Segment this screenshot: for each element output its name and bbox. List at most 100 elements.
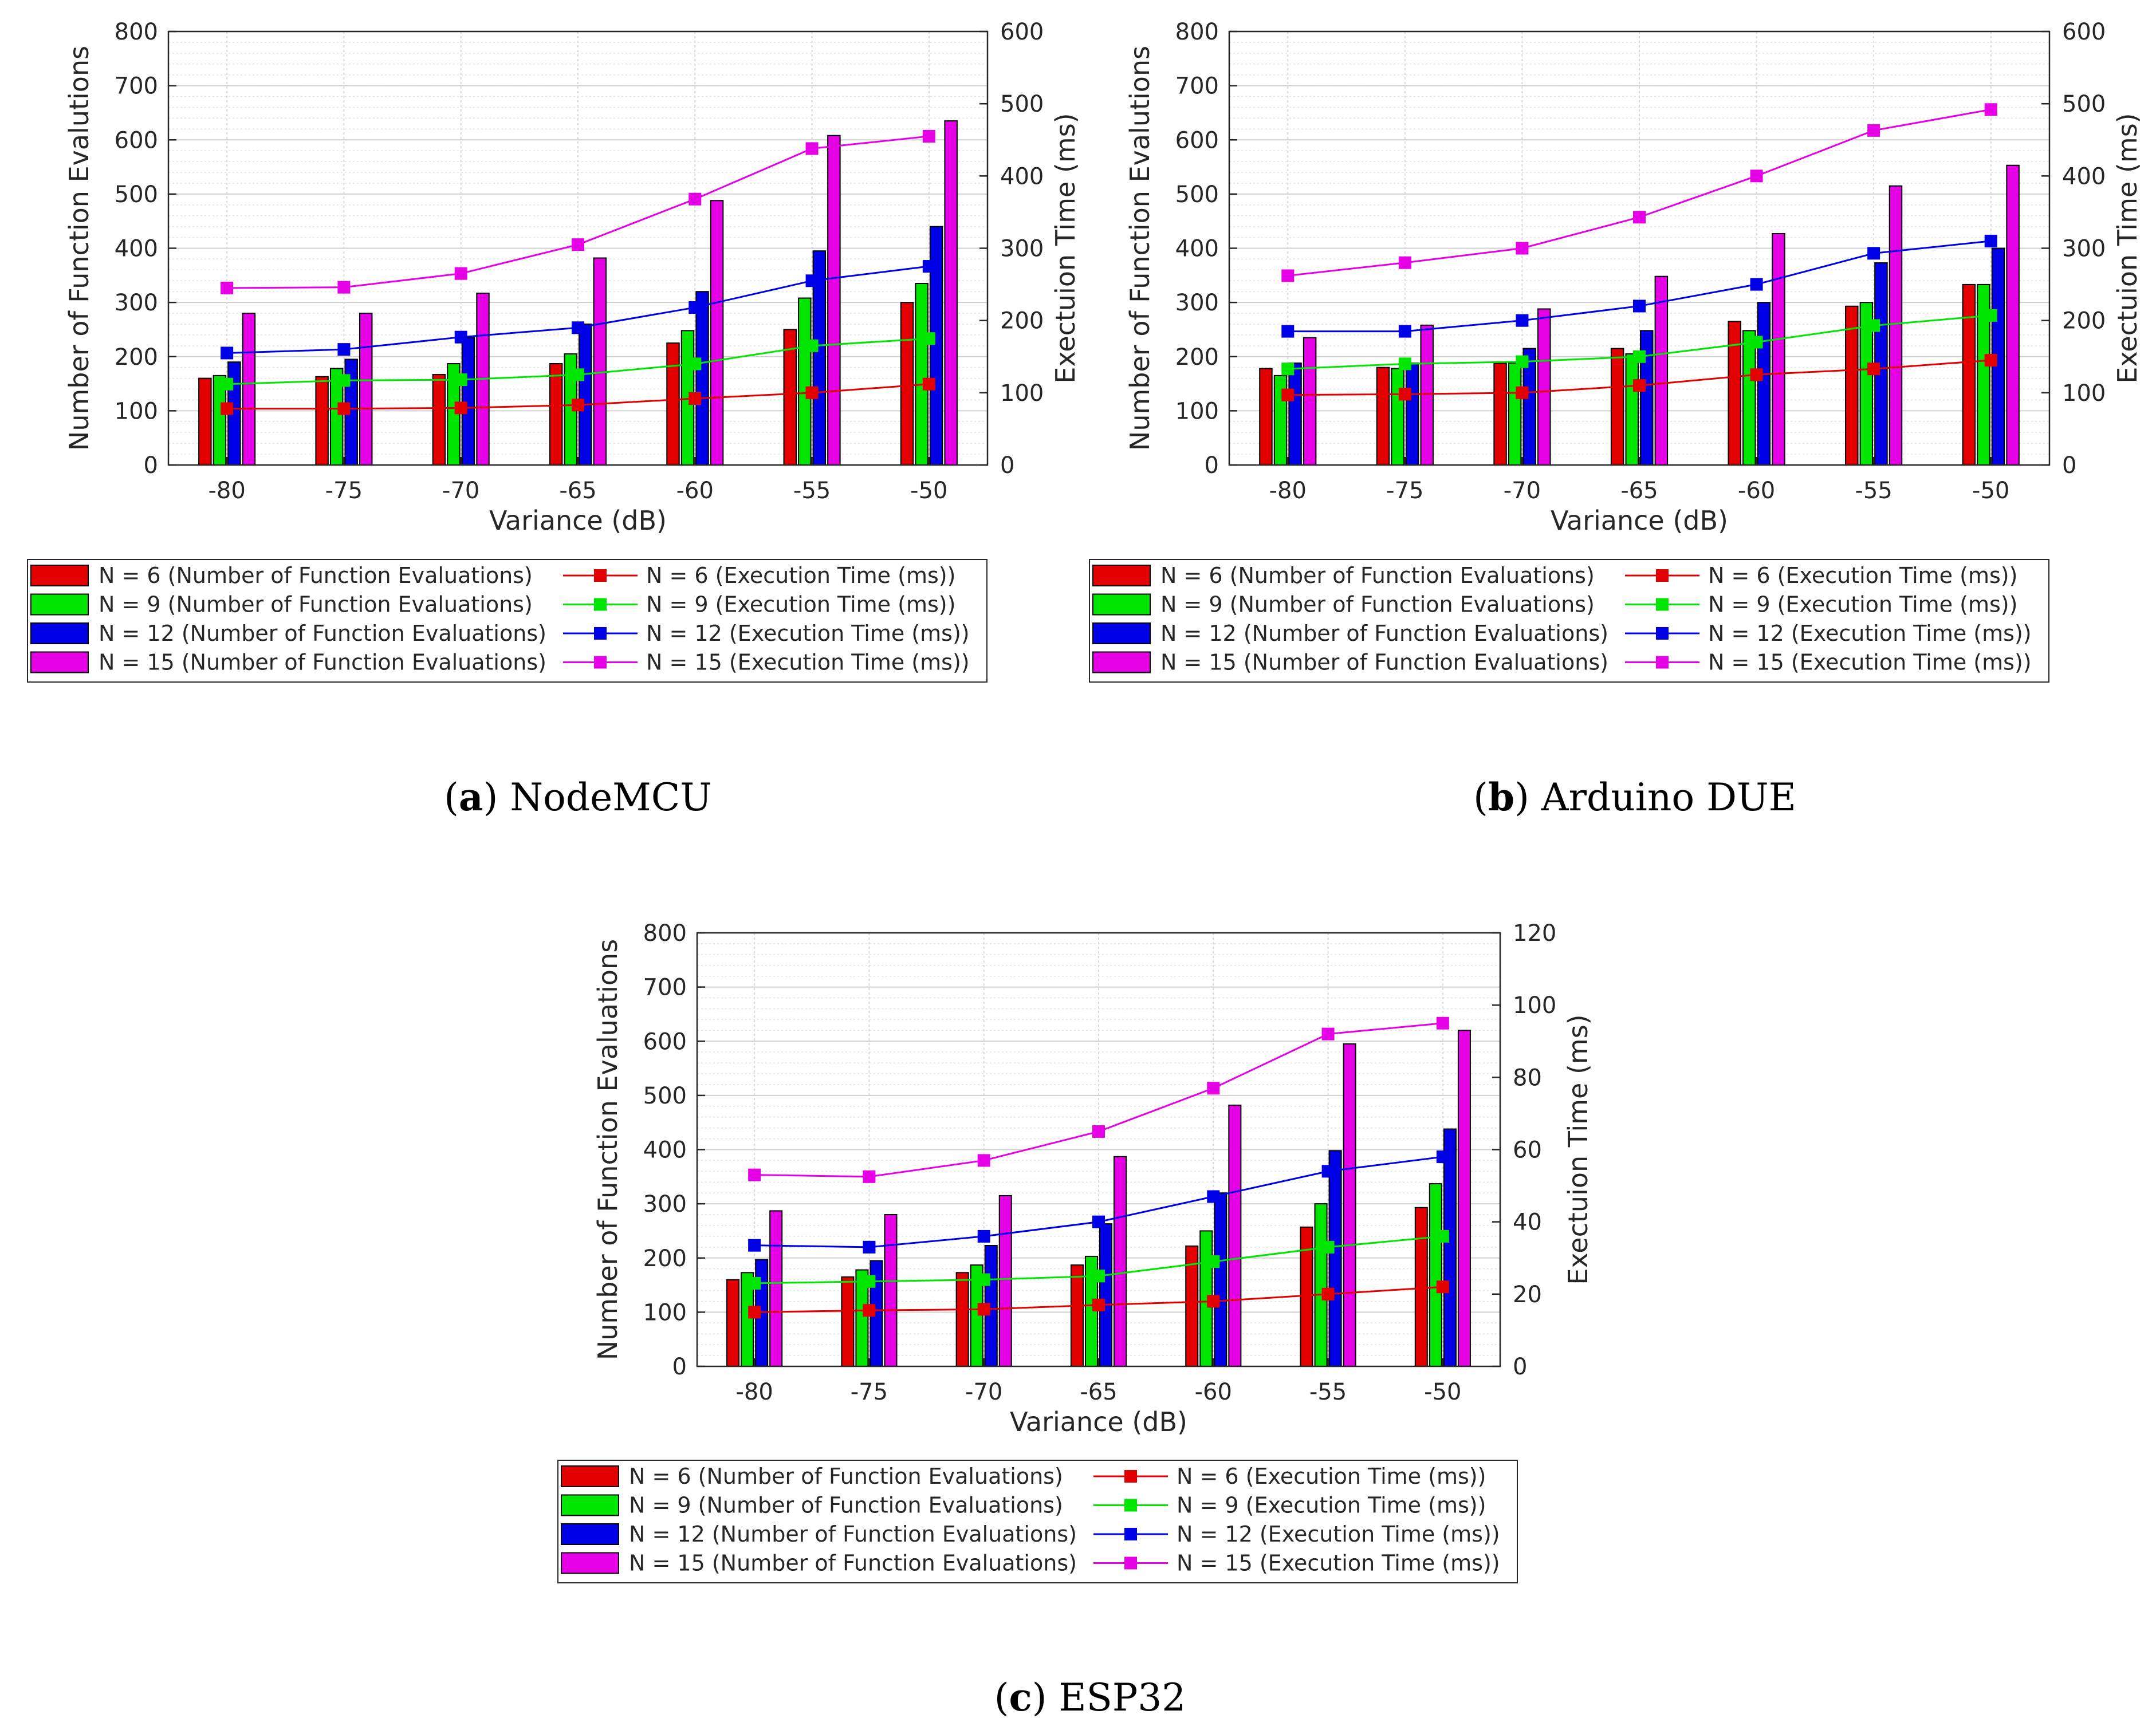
point-n12 <box>1867 247 1880 260</box>
bar-n6 <box>432 373 446 466</box>
point-n9 <box>748 1276 761 1290</box>
point-n12 <box>1436 1150 1449 1164</box>
point-n12 <box>688 301 702 314</box>
caption-text: ) Arduino DUE <box>1514 775 1796 819</box>
point-n15 <box>922 129 935 143</box>
point-n6 <box>1398 388 1411 401</box>
legend-label: N = 12 (Execution Time (ms)) <box>1708 621 2032 646</box>
legend-label: N = 12 (Number of Function Evaluations) <box>629 1522 1077 1547</box>
left-tick-label: 500 <box>115 182 158 208</box>
legend-swatch-n12 <box>1092 622 1151 644</box>
left-tick-label: 100 <box>115 398 158 424</box>
bar-n12 <box>579 323 592 466</box>
legend-box <box>27 559 987 683</box>
bar-n12 <box>1214 1192 1227 1367</box>
x-tick-label: -70 <box>965 1379 1002 1405</box>
bar-n6 <box>1728 321 1741 466</box>
bar-n6 <box>1414 1207 1428 1368</box>
left-tick-label: 100 <box>1175 398 1219 424</box>
point-n6 <box>922 377 935 391</box>
point-n12 <box>1207 1190 1220 1203</box>
bar-n6 <box>549 363 563 466</box>
legend-swatch-n12 <box>30 622 89 644</box>
right-tick-label: 60 <box>1513 1137 1542 1164</box>
point-n9 <box>1867 319 1880 332</box>
point-n15 <box>805 142 819 155</box>
legend-label: N = 9 (Number of Function Evaluations) <box>99 592 533 617</box>
point-n12 <box>454 330 467 344</box>
bar-n12 <box>461 337 475 466</box>
caption-text: ) NodeMCU <box>483 775 712 819</box>
left-axis-label: Number of Function Evalutions <box>64 46 95 451</box>
right-tick-label: 400 <box>1000 163 1044 190</box>
legend-box <box>1089 559 2049 683</box>
right-tick-label: 0 <box>2062 452 2076 479</box>
right-tick-label: 200 <box>2062 308 2106 334</box>
bar-n15 <box>359 313 373 466</box>
point-n12 <box>805 274 819 287</box>
point-n6 <box>1436 1280 1449 1294</box>
legend-label: N = 15 (Execution Time (ms)) <box>1708 650 2032 675</box>
point-n9 <box>337 374 351 387</box>
point-n6 <box>863 1304 876 1317</box>
legend-label: N = 6 (Number of Function Evaluations) <box>1160 563 1595 588</box>
legend-label: N = 15 (Number of Function Evaluations) <box>99 650 546 675</box>
left-tick-label: 100 <box>643 1299 687 1326</box>
left-tick-label: 600 <box>1175 127 1219 153</box>
point-n6 <box>688 392 702 405</box>
left-tick-label: 0 <box>144 452 158 479</box>
x-tick-label: -55 <box>793 478 831 504</box>
caption-key: c <box>1009 1675 1032 1720</box>
point-n12 <box>1516 314 1529 327</box>
x-tick-label: -50 <box>1972 478 2009 504</box>
right-axis-label: Exectuion Time (ms) <box>1050 113 1081 383</box>
point-n12 <box>1750 278 1763 291</box>
left-tick-label: 700 <box>643 975 687 1001</box>
legend-swatch-n9 <box>1092 593 1151 616</box>
legend-label: N = 12 (Execution Time (ms)) <box>646 621 970 646</box>
bar-n6 <box>198 377 212 466</box>
bar-n6 <box>1610 348 1624 466</box>
left-tick-label: 600 <box>115 127 158 153</box>
point-n9 <box>1750 336 1763 349</box>
legend-box <box>557 1460 1518 1583</box>
point-n15 <box>1321 1027 1335 1041</box>
point-n9 <box>1321 1240 1335 1254</box>
legend-label: N = 15 (Execution Time (ms)) <box>1177 1551 1500 1576</box>
point-n6 <box>748 1306 761 1319</box>
point-n15 <box>1516 242 1529 255</box>
bar-n6 <box>726 1279 740 1368</box>
x-tick-label: -80 <box>1269 478 1307 504</box>
point-n6 <box>1867 362 1880 376</box>
legend-marker-n15 <box>594 656 607 669</box>
legend-label: N = 6 (Number of Function Evaluations) <box>99 563 533 588</box>
point-n12 <box>1321 1165 1335 1178</box>
point-n15 <box>1867 124 1880 137</box>
point-n12 <box>1984 234 1997 247</box>
bar-n9 <box>915 283 929 466</box>
left-tick-label: 200 <box>115 344 158 371</box>
bar-n15 <box>1889 185 1903 466</box>
right-tick-label: 80 <box>1513 1065 1542 1091</box>
point-n15 <box>977 1154 990 1167</box>
bar-n15 <box>1228 1104 1242 1367</box>
caption-paren: ( <box>444 775 459 819</box>
right-tick-label: 500 <box>2062 91 2106 117</box>
bar-n6 <box>1493 362 1507 466</box>
legend-marker-n6 <box>594 569 607 582</box>
bar-n15 <box>1343 1043 1356 1367</box>
point-n15 <box>748 1168 761 1181</box>
point-n12 <box>1398 325 1411 338</box>
x-axis-label: Variance (dB) <box>1551 505 1728 536</box>
x-tick-label: -55 <box>1855 478 1892 504</box>
legend-label: N = 6 (Number of Function Evaluations) <box>629 1464 1063 1489</box>
left-tick-label: 800 <box>1175 19 1219 45</box>
panel-b: 0 100 200 300 400 500 600 700 800 0 100 200 300 400 50… <box>1089 19 2143 819</box>
right-tick-label: 300 <box>2062 236 2106 262</box>
right-tick-label: 100 <box>1000 380 1044 407</box>
point-n9 <box>1281 362 1295 376</box>
point-n15 <box>1281 269 1295 282</box>
point-n6 <box>1207 1295 1220 1308</box>
point-n9 <box>977 1273 990 1286</box>
